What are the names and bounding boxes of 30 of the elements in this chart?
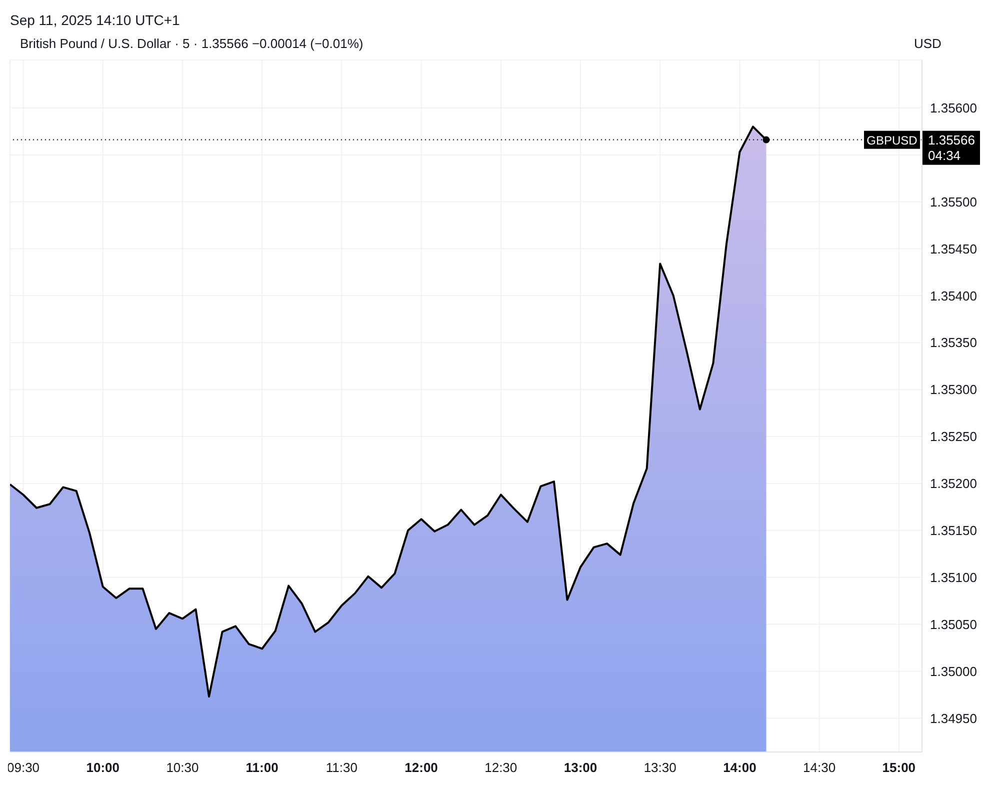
y-tick-label: 1.35200: [930, 476, 977, 492]
x-tick-label: 14:30: [803, 760, 836, 775]
y-tick-label: 1.35300: [930, 382, 977, 398]
y-tick-label: 1.35450: [930, 241, 977, 256]
text: 1.35566: [928, 132, 975, 148]
ref-line-label: GBPUSD: [866, 133, 918, 148]
y-tick-label: 1.35500: [930, 194, 977, 210]
x-tick-label: 14:00: [723, 760, 756, 775]
y-axis-title: USD: [914, 36, 942, 51]
y-tick-label: 1.35050: [930, 616, 977, 632]
x-tick-label: 11:30: [326, 760, 358, 775]
y-tick-label: 1.35600: [930, 100, 977, 116]
y-tick-label: 1.34950: [930, 710, 977, 726]
y-tick-label: 1.35400: [930, 288, 977, 304]
x-tick-label: 10:00: [86, 760, 120, 775]
x-tick-label: 15:00: [882, 760, 916, 775]
y-tick-label: 1.35100: [930, 570, 977, 585]
text: 04:34: [928, 148, 961, 163]
x-tick-label: 12:30: [484, 760, 518, 775]
y-tick-label: 1.35000: [930, 664, 977, 679]
y-tick-label: 1.35250: [930, 429, 977, 444]
x-tick-label: 10:30: [166, 760, 199, 775]
x-tick-label: 13:00: [564, 760, 598, 775]
chart-title: British Pound / U.S. Dollar · 5 · 1.35566 −0.00014 (−0.01%): [20, 36, 364, 51]
y-tick-label: 1.35150: [930, 523, 977, 538]
x-tick-label: 13:30: [644, 760, 676, 775]
y-tick-label: 1.35350: [930, 335, 977, 350]
x-tick-label: 11:00: [246, 760, 278, 775]
text: Sep 11, 2025 14:10 UTC+1: [9, 11, 181, 30]
x-tick-label: 12:00: [404, 760, 438, 775]
